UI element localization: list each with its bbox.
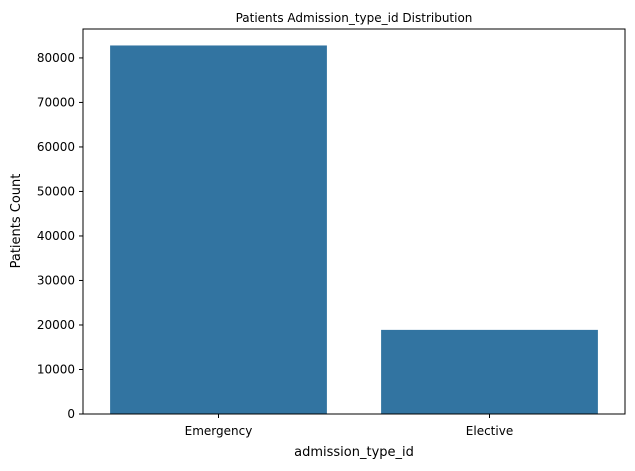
y-tick-label: 30000 [37, 273, 75, 287]
y-tick-label: 60000 [37, 140, 75, 154]
x-tick-label: Elective [466, 424, 513, 438]
x-axis-label: admission_type_id [294, 445, 414, 460]
bar-emergency [110, 45, 327, 415]
y-tick-label: 10000 [37, 362, 75, 376]
y-axis-ticks: 0 10000 20000 30000 40000 50000 60000 70000 8000… [37, 51, 83, 421]
bars-group [110, 45, 598, 415]
x-axis-ticks: Emergency Elective [185, 414, 513, 438]
y-tick-label: 50000 [37, 184, 75, 198]
bar-elective [381, 329, 598, 414]
y-tick-label: 80000 [37, 51, 75, 65]
plot-frame [82, 28, 626, 415]
y-tick-label: 40000 [37, 229, 75, 243]
y-tick-label: 20000 [37, 318, 75, 332]
y-tick-label: 0 [67, 407, 75, 421]
y-axis-label: Patients Count [9, 174, 24, 269]
chart-title: Patients Admission_type_id Distribution [236, 11, 473, 25]
x-tick-label: Emergency [185, 424, 253, 438]
y-tick-label: 70000 [37, 95, 75, 109]
